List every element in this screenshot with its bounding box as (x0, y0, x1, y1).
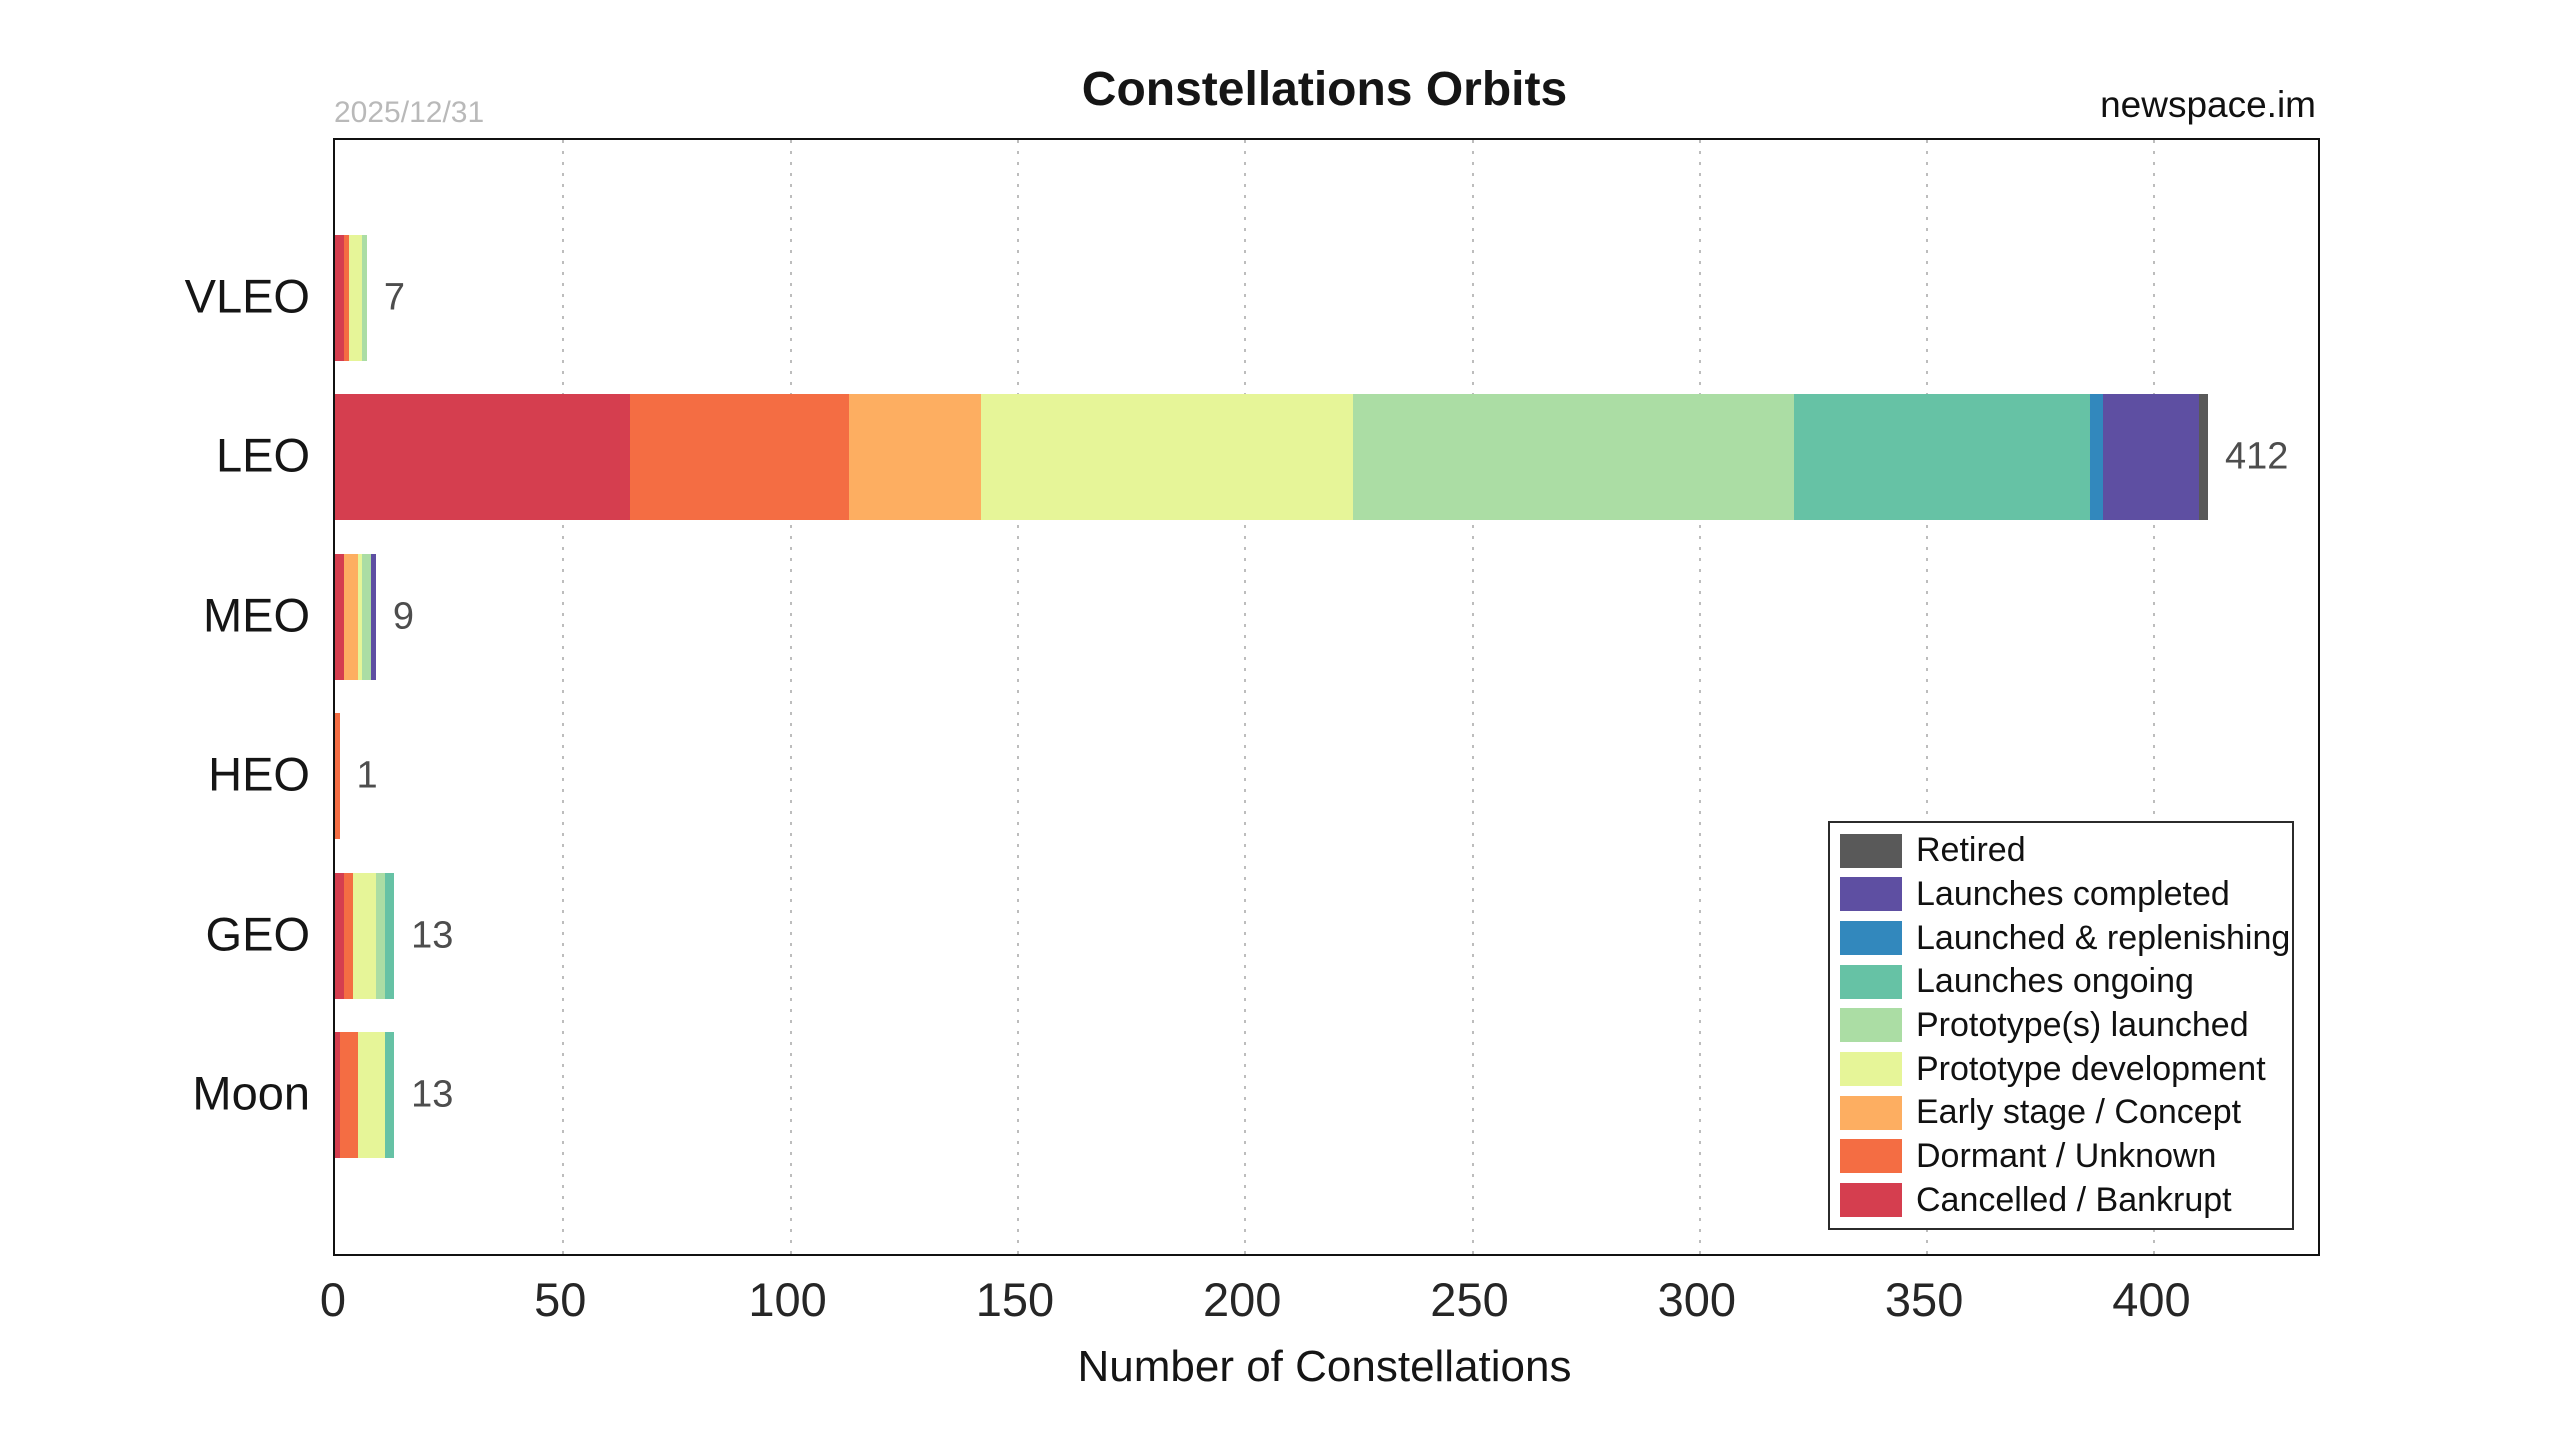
x-axis-tick-label: 400 (2112, 1273, 2191, 1326)
bar-segment (335, 234, 345, 361)
gridline (1016, 140, 1019, 1254)
bar-segment (344, 872, 354, 999)
bar-segment (335, 713, 340, 839)
legend-item-label: Prototype development (1916, 1049, 2266, 1088)
x-axis-tick-label: 300 (1657, 1273, 1737, 1326)
bar-leo (335, 394, 2208, 520)
gridline (1926, 140, 1929, 1254)
legend-item-label: Prototype(s) launched (1916, 1005, 2249, 1044)
bar-meo (335, 553, 376, 680)
bar-segment (2103, 394, 2199, 520)
date-stamp: 2025/12/31 (334, 96, 485, 129)
bar-total-label: 9 (392, 595, 415, 637)
x-axis-tick-label: 350 (1884, 1273, 1964, 1326)
bar-segment (1353, 394, 1795, 520)
bar-total-label: 1 (356, 754, 378, 797)
bar-heo (335, 713, 340, 839)
bar-segment (353, 872, 376, 999)
legend-item: Early stage / Concept (1840, 1092, 2292, 1133)
legend-item-label: Launches ongoing (1916, 962, 2194, 1001)
x-axis-label: Number of Constellations (1077, 1342, 1572, 1391)
legend-swatch (1840, 1139, 1902, 1174)
bar-segment (630, 394, 849, 520)
bar-moon (335, 1032, 395, 1158)
bar-segment (348, 234, 363, 361)
bar-segment (371, 553, 376, 680)
legend-item: Launches ongoing (1840, 961, 2292, 1002)
y-axis-category-label: Moon (192, 1066, 310, 1120)
y-axis-category-label: GEO (205, 907, 310, 960)
gridline (1471, 140, 1474, 1254)
legend-item: Prototype development (1840, 1049, 2292, 1090)
legend-swatch (1840, 1183, 1902, 1218)
bar-segment (335, 394, 631, 520)
gridline (562, 140, 565, 1254)
bar-segment (335, 872, 345, 999)
bar-segment (2089, 394, 2104, 520)
bar-segment (335, 553, 345, 680)
legend-item: Retired (1840, 830, 2292, 871)
gridline (789, 140, 792, 1254)
legend-swatch (1840, 833, 1902, 868)
x-axis-tick-label: 50 (534, 1273, 587, 1326)
plot-area: 7 412 9 1 13 13 (333, 138, 2320, 1256)
x-axis-tick-label: 250 (1430, 1273, 1509, 1326)
y-axis-category-label: VLEO (184, 269, 310, 322)
bar-total-label: 412 (2224, 435, 2289, 478)
bar-segment (2198, 394, 2208, 520)
watermark-text: newspace.im (2100, 84, 2316, 125)
legend-swatch (1840, 964, 1902, 999)
bar-segment (344, 234, 349, 361)
legend-item-label: Launches completed (1916, 874, 2230, 913)
legend-item-label: Cancelled / Bankrupt (1916, 1180, 2232, 1219)
legend-item-label: Retired (1916, 831, 2026, 870)
bar-segment (384, 1032, 395, 1158)
bar-vleo (335, 234, 367, 361)
bar-segment (339, 1032, 358, 1158)
bar-geo (335, 872, 395, 999)
gridline (2153, 140, 2156, 1254)
legend-item: Prototype(s) launched (1840, 1005, 2292, 1046)
legend: Retired Launches completed Launched & repl… (1828, 821, 2294, 1230)
y-axis-category-label: HEO (208, 747, 310, 801)
bar-segment (357, 1032, 385, 1158)
bar-segment (375, 872, 385, 999)
bar-segment (335, 1032, 340, 1158)
x-axis-tick-label: 100 (748, 1273, 827, 1326)
x-axis-tick-label: 200 (1202, 1273, 1282, 1326)
legend-item: Launches completed (1840, 874, 2292, 915)
legend-swatch (1840, 1008, 1902, 1043)
x-axis-tick-label: 0 (319, 1273, 347, 1326)
legend-item-label: Launched & replenishing (1916, 918, 2291, 957)
legend-item: Cancelled / Bankrupt (1840, 1180, 2292, 1221)
bar-segment (1794, 394, 2090, 520)
y-axis-category-label: LEO (215, 428, 310, 482)
y-axis-category-label: MEO (202, 588, 310, 641)
bar-segment (362, 234, 367, 361)
bar-segment (848, 394, 981, 520)
legend-item: Launched & replenishing (1840, 918, 2292, 959)
bar-total-label: 13 (411, 1073, 454, 1116)
gridline (1244, 140, 1247, 1254)
bar-segment (344, 553, 358, 680)
bar-segment (362, 553, 372, 680)
legend-item-label: Dormant / Unknown (1916, 1136, 2217, 1175)
bar-segment (980, 394, 1354, 520)
bar-segment (384, 872, 395, 999)
chart-title: Constellations Orbits (1081, 63, 1568, 116)
bar-segment (357, 553, 363, 680)
bar-total-label: 13 (411, 914, 454, 956)
legend-swatch (1840, 877, 1902, 912)
legend-swatch (1840, 1052, 1902, 1087)
legend-item: Dormant / Unknown (1840, 1136, 2292, 1177)
x-axis-tick-label: 150 (975, 1273, 1055, 1326)
bar-total-label: 7 (383, 276, 405, 318)
legend-item-label: Early stage / Concept (1916, 1093, 2242, 1132)
legend-swatch (1840, 1095, 1902, 1130)
legend-swatch (1840, 921, 1902, 956)
gridline (1698, 140, 1701, 1254)
